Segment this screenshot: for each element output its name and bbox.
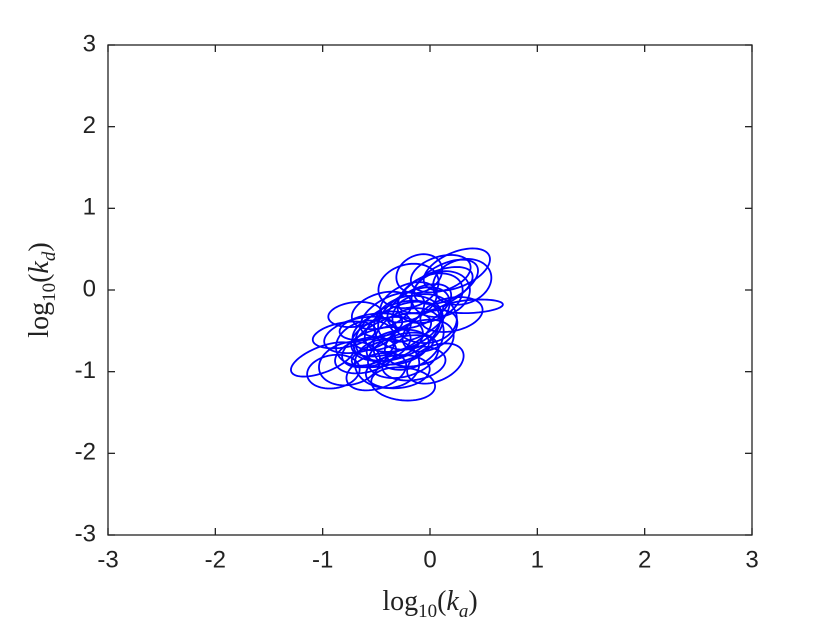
ellipse [290, 341, 356, 378]
ellipse [379, 281, 438, 324]
ellipse [395, 253, 444, 295]
ellipse [318, 340, 381, 387]
ellipse [410, 270, 471, 318]
x-axis-label: log10(ka) [382, 586, 477, 622]
ellipse [367, 331, 440, 379]
ellipse [413, 258, 479, 305]
ellipse [406, 342, 465, 385]
label-part: k [446, 586, 459, 617]
x-tick-label: -3 [97, 546, 118, 573]
ellipse [401, 309, 459, 353]
label-part: 10 [39, 283, 60, 302]
label-part: ( [24, 274, 55, 283]
ellipse [391, 293, 458, 344]
label-part: ) [24, 242, 55, 251]
ellipse [350, 290, 413, 331]
ellipse [306, 353, 361, 390]
label-part: d [39, 251, 60, 261]
ellipse [350, 334, 435, 369]
label-part: 10 [418, 601, 437, 622]
x-tick-label: 0 [423, 546, 436, 573]
label-part: log [24, 302, 55, 338]
plot-area [290, 247, 504, 402]
ellipse [419, 296, 484, 333]
x-tick-label: 3 [745, 546, 758, 573]
y-tick-label: 2 [83, 112, 96, 139]
x-tick-label: -1 [312, 546, 333, 573]
x-tick-label: -2 [205, 546, 226, 573]
ellipse [442, 298, 504, 315]
label-part: a [459, 601, 469, 622]
ellipse [352, 312, 433, 358]
label-part: log [382, 586, 418, 617]
y-tick-label: -2 [75, 439, 96, 466]
y-tick-label: 3 [83, 30, 96, 57]
y-axis-label: log10(kd) [24, 242, 60, 337]
ellipse [422, 247, 491, 292]
ellipse [370, 366, 436, 402]
ellipse [432, 258, 493, 306]
label-part: k [24, 261, 55, 274]
y-tick-label: 1 [83, 194, 96, 221]
y-tick-label: 0 [83, 275, 96, 302]
label-part: ( [437, 586, 446, 617]
ellipse [353, 338, 421, 389]
label-part: ) [468, 586, 477, 617]
x-tick-label: 2 [638, 546, 651, 573]
ellipse [377, 262, 440, 310]
y-tick-label: -3 [75, 520, 96, 547]
y-tick-label: -1 [75, 357, 96, 384]
x-tick-label: 1 [531, 546, 544, 573]
